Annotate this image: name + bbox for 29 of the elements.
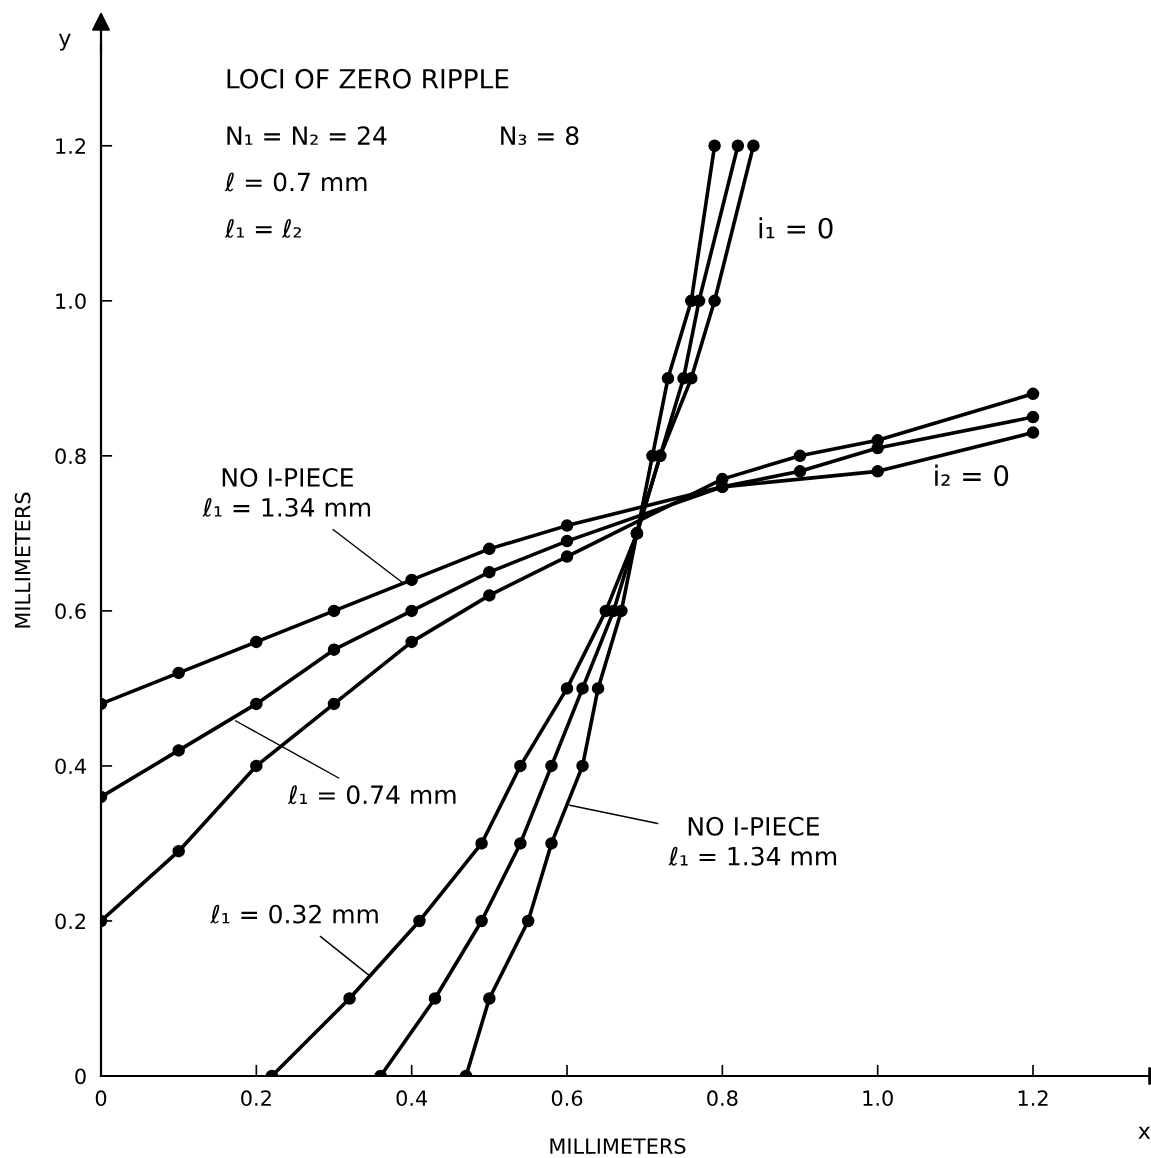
annotation: i₂ = 0 — [935, 464, 1009, 487]
text: LOCI OF ZERO RIPPLE — [227, 68, 509, 89]
x-axis-title: MILLIMETERS — [550, 1138, 686, 1154]
x-tick-label: 0.6 — [551, 1090, 583, 1107]
x-tick-label: 1.2 — [1018, 1090, 1048, 1106]
text: y — [58, 33, 71, 51]
annotation: NO I-PIECE ℓ₁ = 1.34 mm — [202, 468, 371, 517]
x-tick-label: 0.8 — [707, 1090, 738, 1107]
annotation: N₃ = 8 — [501, 126, 579, 146]
text: x — [1138, 1126, 1151, 1139]
y-axis-title: MILLIMETERS — [14, 492, 31, 628]
annotation: i₁ = 0 — [759, 217, 833, 239]
y-tick-label: 0.4 — [55, 758, 86, 775]
annotation: ℓ = 0.7 mm — [224, 172, 367, 192]
y-tick-label: 0.2 — [55, 913, 86, 930]
x-tick-label: 0.4 — [396, 1090, 428, 1107]
x-tick-label: 0.2 — [241, 1090, 271, 1107]
x-tick-label: 0 — [95, 1090, 107, 1107]
y-tick-label: 1.2 — [56, 138, 86, 154]
annotation: ℓ₁ = 0.32 mm — [210, 904, 378, 924]
x-tick-label: 1.0 — [863, 1090, 893, 1107]
annotation: ℓ₁ = ℓ₂ — [224, 218, 301, 238]
y-tick-label: 0.8 — [55, 448, 86, 465]
annotation: ℓ₁ = 0.74 mm — [287, 785, 456, 805]
annotation: NO I-PIECE ℓ₁ = 1.34 mm — [668, 816, 837, 866]
y-tick-label: 1.0 — [56, 293, 86, 310]
annotation: N₁ = N₂ = 24 — [227, 126, 387, 145]
y-tick-label: 0 — [75, 1068, 86, 1085]
y-tick-label: 0.6 — [55, 603, 86, 620]
